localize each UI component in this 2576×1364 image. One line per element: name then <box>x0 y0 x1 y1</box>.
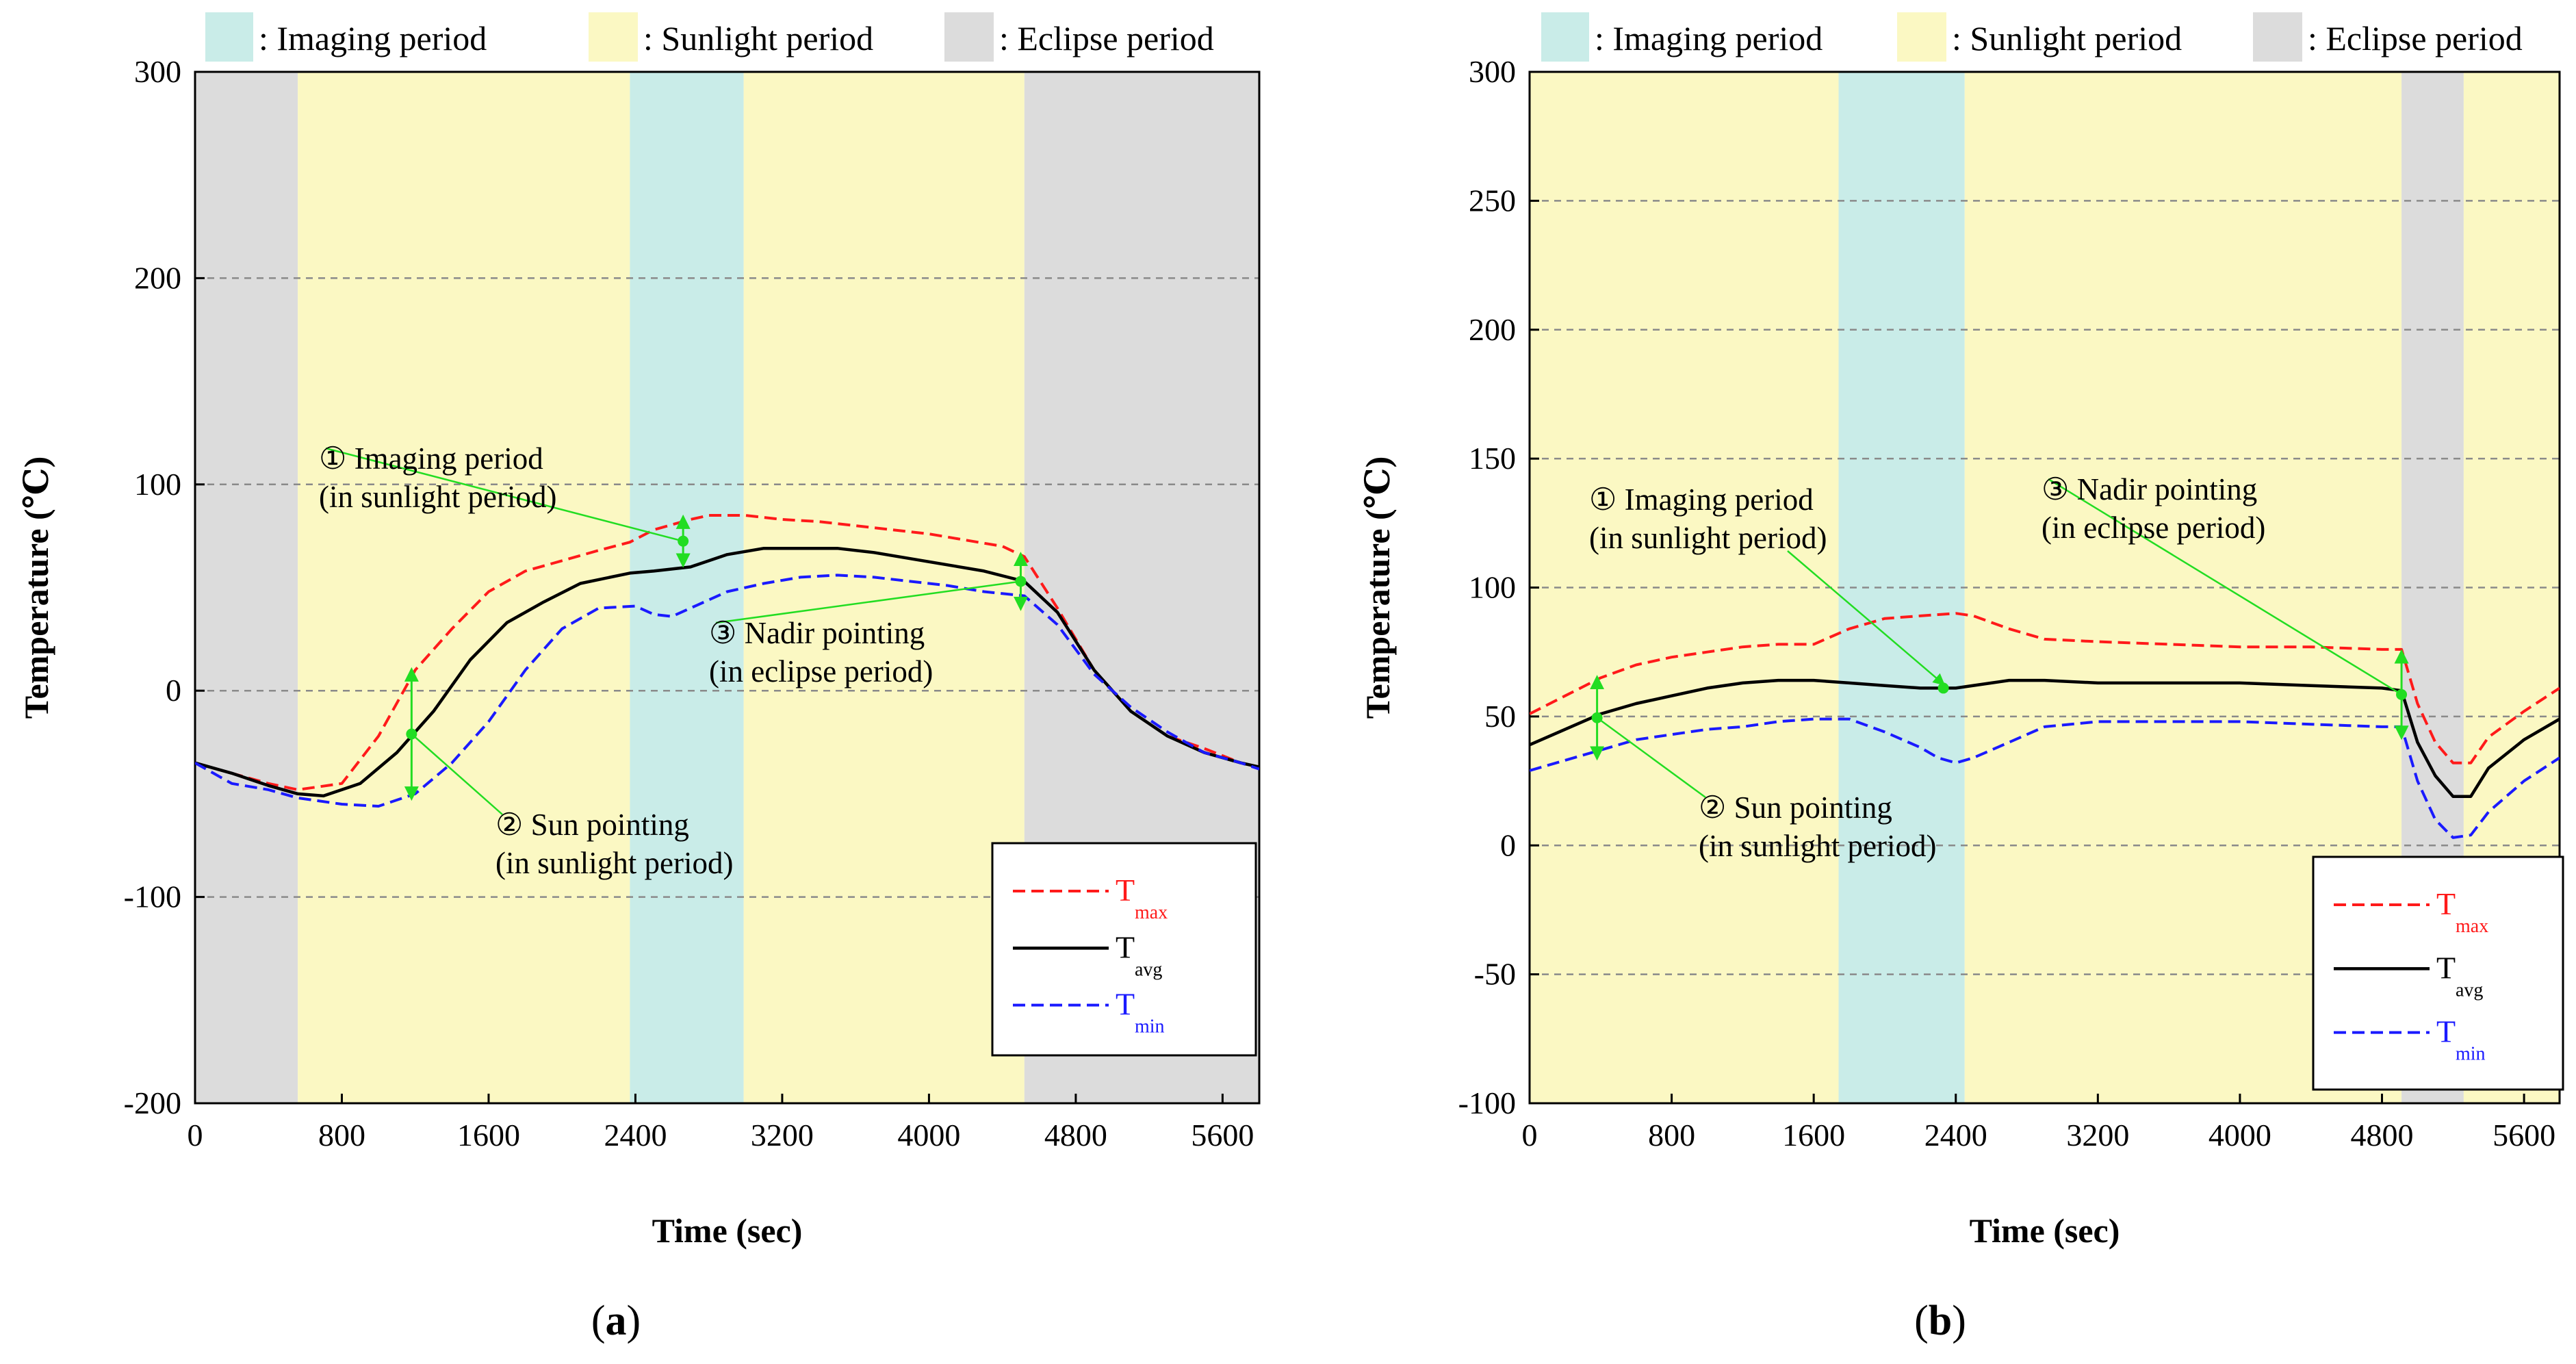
annotation-leader <box>325 447 684 542</box>
annotation-leader <box>1787 550 1946 686</box>
annotation-label: ② Sun pointing <box>495 808 689 842</box>
legend-sub-tmin: min <box>2456 1044 2486 1065</box>
y-tick-label: 300 <box>1469 54 1516 89</box>
annotation-leader <box>2048 478 2402 695</box>
y-tick-label: 150 <box>1469 441 1516 476</box>
y-tick-label: 300 <box>134 54 181 89</box>
y-tick-label: 50 <box>1484 699 1516 734</box>
panel-label: (a) <box>591 1298 641 1344</box>
annotation-label: ① Imaging period <box>319 441 543 476</box>
x-axis-title: Time (sec) <box>1970 1211 2120 1250</box>
series-legend-box <box>2312 855 2564 1091</box>
x-tick-label: 0 <box>188 1118 203 1153</box>
series-line-tmax <box>195 514 1259 791</box>
plot-frame <box>194 70 1261 1105</box>
x-axis-title: Time (sec) <box>652 1211 803 1250</box>
chart-a: -200 -100 0 100 200 300 0 800 1600 2400 3200 4000 48… <box>17 54 1261 1344</box>
annotation-label: (in sunlight period) <box>319 480 556 514</box>
annotation-label: ③ Nadir pointing <box>2042 472 2257 506</box>
y-tick-label: 100 <box>1469 570 1516 605</box>
legend-label-tmin: T <box>2436 1014 2456 1049</box>
annotation-leader <box>411 733 503 815</box>
legend-swatch-eclipse <box>2253 12 2302 62</box>
legend-label-tmax: T <box>2436 886 2456 921</box>
panel-label: (b) <box>1914 1298 1966 1344</box>
legend-sub-tmax: max <box>2456 916 2488 937</box>
y-axis-title: Temperature (℃) <box>17 456 55 719</box>
legend-label-tmax: T <box>1116 873 1135 908</box>
series-line-tmin <box>195 574 1259 808</box>
y-tick-label: 0 <box>166 673 181 708</box>
y-tick-label: 200 <box>1469 312 1516 347</box>
annotation-label: (in sunlight period) <box>1589 521 1827 555</box>
x-tick-label: 0 <box>1522 1118 1538 1153</box>
legend-sub-tavg: avg <box>2456 979 2483 1001</box>
legend-label-imaging: : Imaging period <box>259 19 487 57</box>
period-band-eclipse <box>195 72 298 1103</box>
legend-swatch-imaging <box>1541 12 1589 62</box>
legend-swatch-sunlight <box>1897 12 1946 62</box>
legend-label-eclipse: : Eclipse period <box>999 19 1214 57</box>
annotation-dot <box>1937 682 1949 694</box>
series-legend-box <box>991 842 1257 1057</box>
x-tick-label: 800 <box>1648 1118 1695 1153</box>
x-tick-label: 4000 <box>897 1118 960 1153</box>
legend-label-tavg: T <box>2436 950 2456 985</box>
annotation-leader <box>1596 717 1706 799</box>
x-tick-label: 3200 <box>751 1118 814 1153</box>
legend-label-imaging: : Imaging period <box>1595 19 1822 57</box>
y-tick-label: 100 <box>134 467 181 502</box>
legend-sub-tmax: max <box>1135 902 1168 923</box>
legend-label-eclipse: : Eclipse period <box>2308 19 2523 57</box>
series-line-tmin <box>1530 717 2560 839</box>
annotation-label: (in sunlight period) <box>1699 829 1936 863</box>
period-band-sunlight <box>298 72 630 1103</box>
x-tick-label: 4800 <box>1044 1118 1107 1153</box>
period-band-sunlight <box>743 72 1025 1103</box>
x-tick-label: 5600 <box>1191 1118 1254 1153</box>
y-axis-title: Temperature (℃) <box>1358 456 1397 719</box>
y-tick-label: 250 <box>1469 183 1516 218</box>
x-tick-label: 4800 <box>2351 1118 2414 1153</box>
annotation-label: ② Sun pointing <box>1699 790 1892 825</box>
x-tick-label: 1600 <box>1782 1118 1845 1153</box>
x-tick-label: 1600 <box>457 1118 520 1153</box>
y-tick-label: 200 <box>134 260 181 295</box>
legend-sub-tavg: avg <box>1135 959 1162 980</box>
period-band-imaging <box>630 72 744 1103</box>
period-legend-a: : Imaging period : Sunlight period : Ecl… <box>205 12 1214 62</box>
y-tick-label: 0 <box>1500 827 1516 862</box>
x-tick-label: 2400 <box>1924 1118 1987 1153</box>
legend-sub-tmin: min <box>1135 1016 1165 1038</box>
y-tick-label: -200 <box>124 1085 181 1120</box>
x-tick-label: 800 <box>318 1118 365 1153</box>
x-tick-label: 4000 <box>2208 1118 2271 1153</box>
legend-swatch-imaging <box>205 12 253 62</box>
legend-swatch-sunlight <box>589 12 638 62</box>
y-tick-label: -100 <box>1458 1085 1516 1120</box>
legend-swatch-eclipse <box>944 12 994 62</box>
y-tick-label: -100 <box>124 879 181 914</box>
legend-label-sunlight: : Sunlight period <box>643 19 873 57</box>
series-line-tmax <box>1530 612 2560 764</box>
series-line-tavg <box>1530 678 2560 798</box>
annotation-label: ③ Nadir pointing <box>709 616 925 650</box>
legend-label-tmin: T <box>1116 987 1135 1022</box>
x-tick-label: 2400 <box>604 1118 667 1153</box>
series-line-tavg <box>195 546 1259 798</box>
x-tick-label: 5600 <box>2493 1118 2555 1153</box>
chart-b: -100 -50 0 50 100 150 200 250 300 0 800 1600 2400 320… <box>1358 54 2564 1344</box>
y-tick-label: -50 <box>1474 957 1516 992</box>
annotation-label: (in eclipse period) <box>2042 511 2265 545</box>
period-legend-b: : Imaging period : Sunlight period : Ecl… <box>1541 12 2523 62</box>
annotation-label: (in eclipse period) <box>709 654 933 689</box>
annotation-label: ① Imaging period <box>1589 482 1814 517</box>
annotation-leader <box>715 580 1021 624</box>
annotation-label: (in sunlight period) <box>495 846 733 880</box>
x-tick-label: 3200 <box>2066 1118 2129 1153</box>
legend-label-tavg: T <box>1116 929 1135 964</box>
legend-label-sunlight: : Sunlight period <box>1952 19 2182 57</box>
